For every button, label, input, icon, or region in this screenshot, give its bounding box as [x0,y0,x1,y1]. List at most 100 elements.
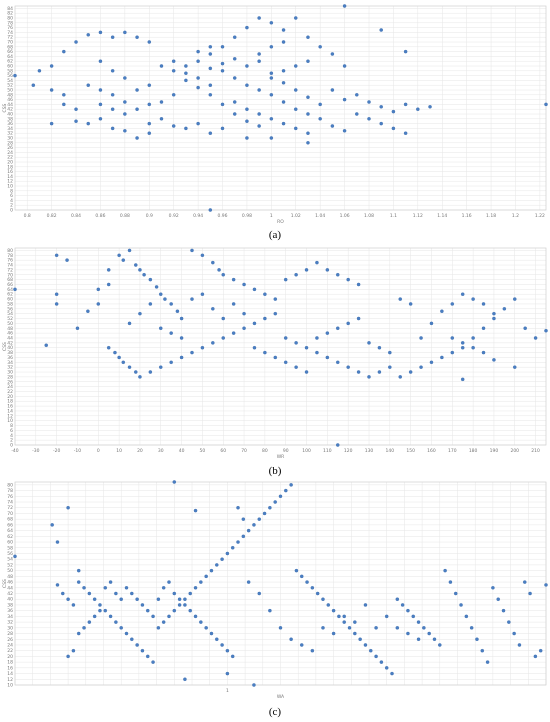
caption-a: (a) [268,229,282,241]
scatter-point [204,626,208,630]
x-tick-label: 0.86 [95,213,105,219]
scatter-point [171,93,176,97]
scatter-point [391,126,396,131]
scatter-point [471,345,475,350]
scatter-point [315,591,320,596]
scatter-point [294,341,298,345]
scatter-point [190,350,194,355]
scatter-point [460,345,465,350]
scatter-point [310,648,315,653]
scatter-point [440,355,444,360]
scatter-point [209,631,214,636]
y-tick-label: 34 [7,614,13,620]
scatter-point [225,648,230,653]
scatter-point [236,505,240,510]
scatter-point [66,654,70,659]
scatter-point [315,260,319,265]
scatter-point [367,100,371,104]
x-tick-label: 0.8 [24,213,31,219]
scatter-point [92,614,97,619]
scatter-point [200,345,205,350]
scatter-point [304,345,309,350]
y-tick-label: 18 [7,660,13,666]
scatter-point [220,643,224,647]
y-tick-label: 12 [7,677,13,683]
x-tick-label: -40 [11,448,18,454]
scatter-point [252,523,256,527]
y-tick-label: 68 [7,44,13,50]
y-tick-label: 58 [7,68,13,74]
y-tick-label: 4 [10,198,13,204]
scatter-point [208,131,213,135]
scatter-point [62,93,66,97]
x-tick-label: 190 [490,448,499,454]
scatter-point [13,554,17,559]
scatter-point [123,30,127,35]
y-tick-label: 14 [7,408,13,414]
scatter-point [183,677,187,682]
x-tick-label: 0.94 [193,213,203,219]
scatter-point [147,102,152,107]
y-tick-label: 24 [7,384,13,390]
scatter-point [50,523,54,527]
scatter-point [262,511,267,516]
scatter-point [330,88,335,92]
scatter-point [252,683,256,687]
y-tick-label: 42 [7,340,13,346]
scatter-point [395,597,400,601]
scatter-point [220,45,225,49]
scatter-point [318,117,322,121]
scatter-point [269,45,274,49]
y-tick-label: 48 [7,326,13,332]
y-tick-label: 80 [7,16,13,22]
scatter-point [221,336,225,340]
scatter-point [183,603,187,607]
y-tick-label: 72 [7,35,13,41]
scatter-point [127,365,132,369]
x-tick-label: 140 [386,448,395,454]
scatter-point [356,282,361,287]
scatter-point [492,358,496,362]
scatter-point [464,614,469,619]
scatter-point [331,631,336,636]
scatter-point [196,121,200,126]
y-tick-label: 4 [10,433,13,439]
scatter-point [257,124,261,128]
scatter-point [110,107,115,111]
scatter-point [294,365,298,369]
scatter-point [169,302,173,306]
y-tick-label: 40 [7,597,13,603]
scatter-point [419,365,423,369]
scatter-point [142,273,146,277]
y-tick-label: 2 [10,203,13,209]
scatter-point [138,311,142,316]
x-tick-label: 80 [262,448,268,454]
scatter-point [169,360,173,365]
x-tick-label: 130 [365,448,374,454]
scatter-point [363,643,368,647]
scatter-point [231,331,236,335]
scatter-point [331,608,336,613]
y-axis-label: CSS [2,103,8,112]
y-tick-label: 0 [10,208,13,214]
scatter-panel-b: 0 2 4 6 8 10 12 14 16 18 20 22 24 26 28 30 32 34 36 38 40 42 4… [0,242,550,462]
scatter-point [245,25,249,30]
scatter-point [388,350,392,355]
scatter-point [403,102,408,107]
y-tick-label: 26 [7,379,13,385]
scatter-point [159,326,163,331]
scatter-point [208,93,213,97]
scatter-point [44,343,48,348]
y-tick-label: 76 [7,25,13,31]
scatter-point [172,608,177,613]
scatter-point [395,626,400,630]
y-tick-label: 30 [7,370,13,376]
scatter-point [533,336,538,340]
scatter-point [117,253,121,258]
scatter-point [533,654,538,659]
y-tick-label: 54 [7,78,13,84]
scatter-point [355,112,359,116]
scatter-point [190,297,194,301]
y-tick-label: 16 [7,169,13,175]
y-tick-label: 56 [7,306,13,312]
